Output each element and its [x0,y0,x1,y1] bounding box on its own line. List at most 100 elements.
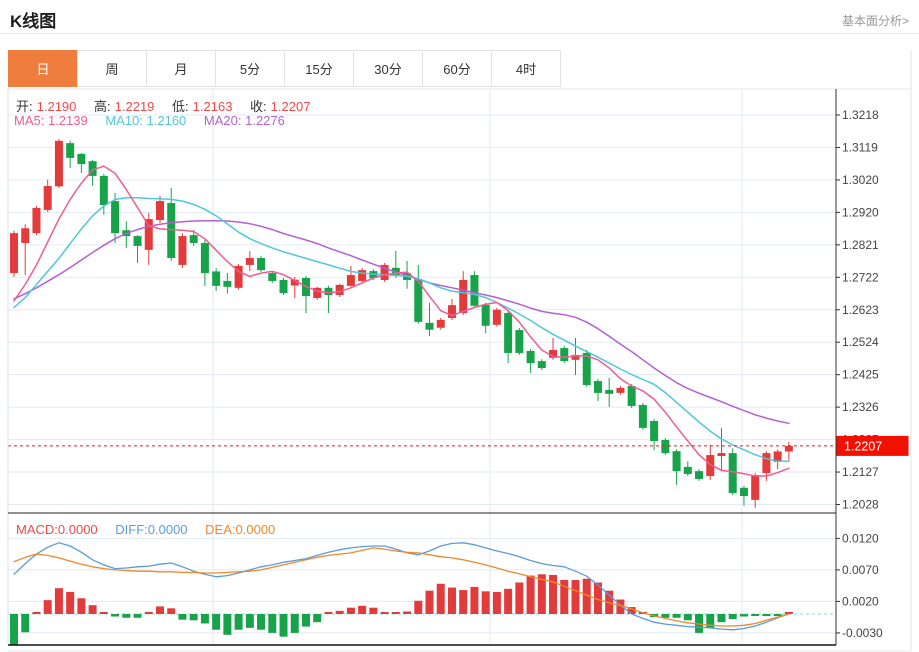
macd-axis-label: 0.0020 [842,594,879,608]
tab-周[interactable]: 周 [77,50,147,87]
macd-histogram-bar [560,579,569,614]
tab-日[interactable]: 日 [8,50,78,87]
macd-histogram-bar [77,598,86,614]
candle-body [268,273,277,281]
candle-body [212,271,221,286]
macd-histogram-bar [447,587,456,614]
price-axis-label: 1.2722 [842,270,879,284]
candle-body [380,264,389,280]
macd-histogram-bar [99,612,108,614]
candle-body [313,287,322,298]
candle-body [189,235,198,243]
macd-histogram-bar [414,600,423,614]
macd-histogram-bar [380,612,389,614]
candle-body [549,350,558,358]
price-axis-label: 1.2028 [842,498,879,512]
candle-body [504,313,513,353]
macd-histogram-bar [369,607,378,614]
macd-histogram-bar [279,614,288,637]
close-label: 收: [250,99,267,114]
tab-5分[interactable]: 5分 [215,50,285,87]
candle-body [133,236,142,246]
macd-histogram-bar [257,614,266,630]
ma20-legend: MA20: 1.2276 [203,113,285,128]
candle-body [627,386,636,406]
macd-histogram-bar [582,578,591,614]
open-value: 1.2190 [36,99,77,114]
candle-body [593,381,602,393]
tab-15分[interactable]: 15分 [284,50,354,87]
candle-body [492,309,501,325]
macd-histogram-bar [54,588,63,614]
title-divider [0,33,919,34]
candle-body [257,258,266,271]
macd-histogram-bar [784,612,793,614]
macd-histogram-bar [212,614,221,630]
macd-histogram-bar [358,605,367,614]
candle-body [144,219,153,250]
candle-body [234,265,243,288]
macd-histogram-bar [549,574,558,614]
price-badge-text: 1.2207 [844,439,882,453]
low-value: 1.2163 [192,99,233,114]
macd-histogram-bar [504,588,513,614]
macd-histogram-bar [144,612,153,614]
candle-body [650,421,659,441]
high-label: 高: [94,99,111,114]
price-axis-label: 1.2821 [842,238,879,252]
candle-body [358,270,367,281]
high-value: 1.2219 [114,99,155,114]
open-label: 开: [16,99,33,114]
candle-body [751,475,760,500]
macd-histogram-bar [21,614,30,633]
diff-value-legend: DIFF:0.0000 [115,522,188,537]
period-tabs: 日周月 5分 15分 30分 60分 4时 [8,50,561,87]
ma-legend: MA5: 1.2139 MA10: 1.2160 MA20: 1.2276 [14,113,289,128]
candle-body [167,203,176,259]
price-axis-label: 1.3119 [842,140,878,154]
tab-30分[interactable]: 30分 [353,50,423,87]
candle-body [447,305,456,318]
ma10-line [13,197,790,463]
macd-histogram-bar [593,582,602,614]
candle-body [77,153,86,165]
macd-histogram-bar [672,614,681,618]
candle-body [683,466,692,475]
macd-histogram-bar [313,614,322,623]
candle-body [223,280,232,287]
macd-histogram-bar [728,614,737,620]
macd-histogram-bar [717,614,726,623]
candle-body [335,284,344,296]
candle-body [346,275,355,286]
macd-histogram-bar [178,614,187,620]
candle-body [560,348,569,362]
price-axis-label: 1.2524 [842,335,879,349]
macd-histogram-bar [189,614,198,621]
candle-body [99,175,108,206]
macd-histogram-bar [268,614,277,633]
macd-histogram-bar [324,612,333,614]
price-axis-label: 1.2326 [842,400,879,414]
candle-body [155,201,164,221]
candle-body [88,161,97,176]
candle-body [717,453,726,457]
macd-axis-label: -0.0030 [842,626,883,640]
price-axis-label: 1.2127 [842,465,879,479]
price-axis-label: 1.3020 [842,173,879,187]
macd-histogram-bar [425,590,434,614]
macd-histogram-bar [459,590,468,614]
macd-histogram-bar [133,614,142,618]
tab-月[interactable]: 月 [146,50,216,87]
candle-body [459,279,468,314]
tab-4时[interactable]: 4时 [491,50,561,87]
macd-histogram-bar [627,607,636,614]
candle-body [414,278,423,322]
fundamental-analysis-link[interactable]: 基本面分析> [841,14,909,28]
low-label: 低: [172,99,189,114]
ohlc-legend: 开: 1.2190 高: 1.2219 低: 1.2163 收: 1.2207 [16,96,314,115]
candle-body [537,361,546,369]
candle-body [582,352,591,386]
tab-60分[interactable]: 60分 [422,50,492,87]
candle-body [425,322,434,330]
candle-body [436,319,445,328]
